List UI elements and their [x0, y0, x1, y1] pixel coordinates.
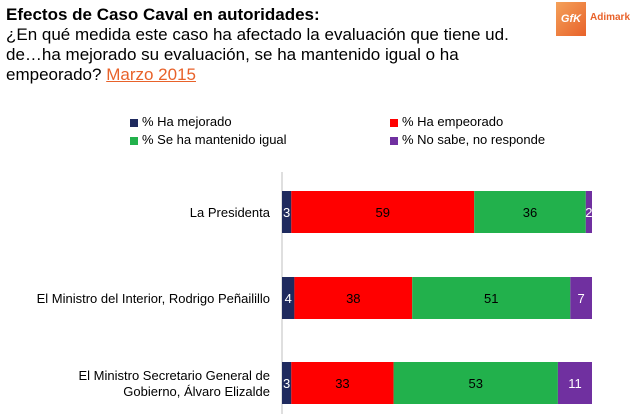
legend-item-mejorado: % Ha mejorado	[130, 114, 232, 130]
bar-segment	[282, 362, 292, 404]
data-label: 51	[484, 291, 498, 306]
legend-label-nsnr: % No sabe, no responde	[402, 132, 546, 147]
bar-segment	[557, 362, 592, 404]
chart-question: ¿En qué medida este caso ha afectado la …	[6, 25, 546, 85]
category-label: El Ministro Secretario General de	[79, 368, 270, 383]
data-label: 59	[376, 205, 390, 220]
legend-swatch-empeorado	[390, 118, 398, 127]
chart-legend: % Ha mejorado % Ha empeorado % Se ha man…	[130, 114, 600, 150]
chart-title: Efectos de Caso Caval en autoridades:	[6, 5, 320, 24]
data-label: 53	[469, 376, 483, 391]
legend-label-empeorado: % Ha empeorado	[402, 114, 504, 129]
data-label: 11	[568, 376, 582, 391]
bar-segment	[282, 191, 292, 233]
gfk-adimark-logo: GfK Adimark	[556, 2, 634, 42]
data-label: 38	[346, 291, 360, 306]
legend-swatch-mejorado	[130, 118, 138, 127]
legend-item-nsnr: % No sabe, no responde	[390, 132, 545, 148]
legend-label-igual: % Se ha mantenido igual	[142, 132, 287, 147]
data-label: 4	[285, 291, 292, 306]
bar-segment	[282, 277, 295, 319]
adimark-logo-text: Adimark	[590, 12, 631, 23]
gfk-logo-mark: GfK	[556, 2, 586, 36]
data-label: 3	[283, 376, 290, 391]
bar-segment	[294, 277, 413, 319]
category-label: Gobierno, Álvaro Elizalde	[123, 384, 270, 399]
date-link[interactable]: Marzo 2015	[106, 65, 196, 84]
bar-segment	[570, 277, 592, 319]
bar-segment	[412, 277, 571, 319]
data-label: 36	[523, 205, 537, 220]
legend-item-igual: % Se ha mantenido igual	[130, 132, 287, 148]
category-label: La Presidenta	[190, 205, 271, 220]
legend-item-empeorado: % Ha empeorado	[390, 114, 503, 130]
bar-segment	[393, 362, 558, 404]
legend-swatch-igual	[130, 136, 138, 145]
data-label: 3	[283, 205, 290, 220]
legend-swatch-nsnr	[390, 136, 398, 145]
bar-segment	[291, 191, 475, 233]
bar-segment	[585, 191, 592, 233]
data-label: 2	[585, 205, 592, 220]
bar-segment	[474, 191, 586, 233]
category-label: El Ministro del Interior, Rodrigo Peñail…	[37, 291, 270, 306]
legend-label-mejorado: % Ha mejorado	[142, 114, 232, 129]
data-label: 33	[335, 376, 349, 391]
bar-segment	[291, 362, 394, 404]
question-text: ¿En qué medida este caso ha afectado la …	[6, 25, 509, 84]
data-label: 7	[578, 291, 585, 306]
chart-header: Efectos de Caso Caval en autoridades: ¿E…	[6, 5, 546, 85]
